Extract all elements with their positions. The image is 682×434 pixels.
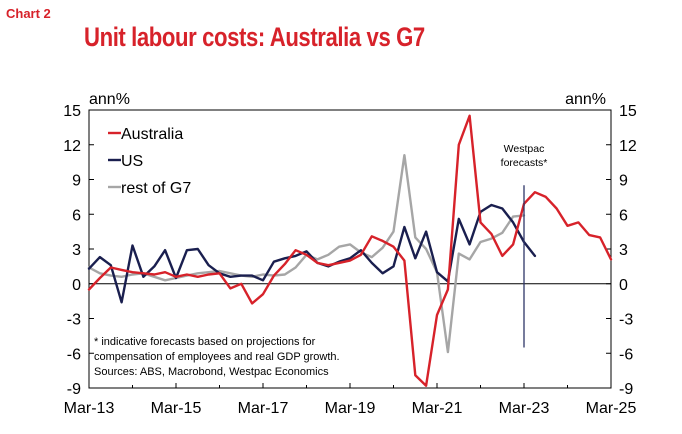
y-tick-label-left: 15 — [63, 103, 81, 120]
y-tick-label-right: 12 — [619, 138, 637, 155]
x-tick-label: Mar-25 — [586, 400, 637, 417]
y-tick-label-right: 3 — [619, 242, 628, 259]
y-tick-label-right: 9 — [619, 173, 628, 190]
y-tick-label-left: 6 — [72, 207, 81, 224]
series-line-us — [87, 203, 537, 304]
x-tick-label: Mar-23 — [499, 400, 550, 417]
chart-title: Unit labour costs: Australia vs G7 — [84, 22, 425, 52]
y-axis-label-left: ann% — [89, 91, 130, 108]
footnote-line: Sources: ABS, Macrobond, Westpac Economi… — [94, 366, 329, 378]
x-tick-label: Mar-15 — [151, 400, 202, 417]
y-tick-label-right: -3 — [619, 312, 633, 329]
y-tick-label-left: 9 — [72, 173, 81, 190]
forecast-label-line-2: forecasts* — [501, 157, 548, 169]
y-tick-label-right: -6 — [619, 346, 633, 363]
footnote-line: compensation of employees and real GDP g… — [94, 351, 340, 363]
legend-label-rest-of-g7: rest of G7 — [121, 180, 191, 197]
y-tick-label-left: -3 — [67, 312, 81, 329]
x-tick-label: Mar-13 — [64, 400, 115, 417]
x-tick-label: Mar-19 — [325, 400, 376, 417]
chart-number-label: Chart 2 — [6, 6, 51, 21]
forecast-marker: Westpac forecasts* — [501, 143, 548, 348]
y-tick-label-right: 15 — [619, 103, 637, 120]
y-axis-label-right: ann% — [565, 91, 606, 108]
axis-ticks: -9 -9 -6 -6 -3 -3 0 0 3 3 6 6 9 9 12 12 15 15 Mar-13 Mar-15… — [63, 103, 637, 417]
legend-label-australia: Australia — [121, 126, 183, 143]
legend-label-us: US — [121, 153, 143, 170]
y-tick-label-left: 12 — [63, 138, 81, 155]
y-tick-label-left: -6 — [67, 346, 81, 363]
x-tick-label: Mar-21 — [412, 400, 463, 417]
y-tick-label-left: -9 — [67, 381, 81, 398]
x-tick-label: Mar-17 — [238, 400, 289, 417]
y-tick-label-left: 3 — [72, 242, 81, 259]
footnote: * indicative forecasts based on projecti… — [94, 336, 340, 378]
legend: Australia US rest of G7 — [108, 126, 191, 197]
footnote-line: * indicative forecasts based on projecti… — [94, 336, 316, 348]
y-tick-label-right: 0 — [619, 277, 628, 294]
forecast-label-line-1: Westpac — [504, 143, 545, 155]
y-tick-label-left: 0 — [72, 277, 81, 294]
y-tick-label-right: -9 — [619, 381, 633, 398]
y-tick-label-right: 6 — [619, 207, 628, 224]
